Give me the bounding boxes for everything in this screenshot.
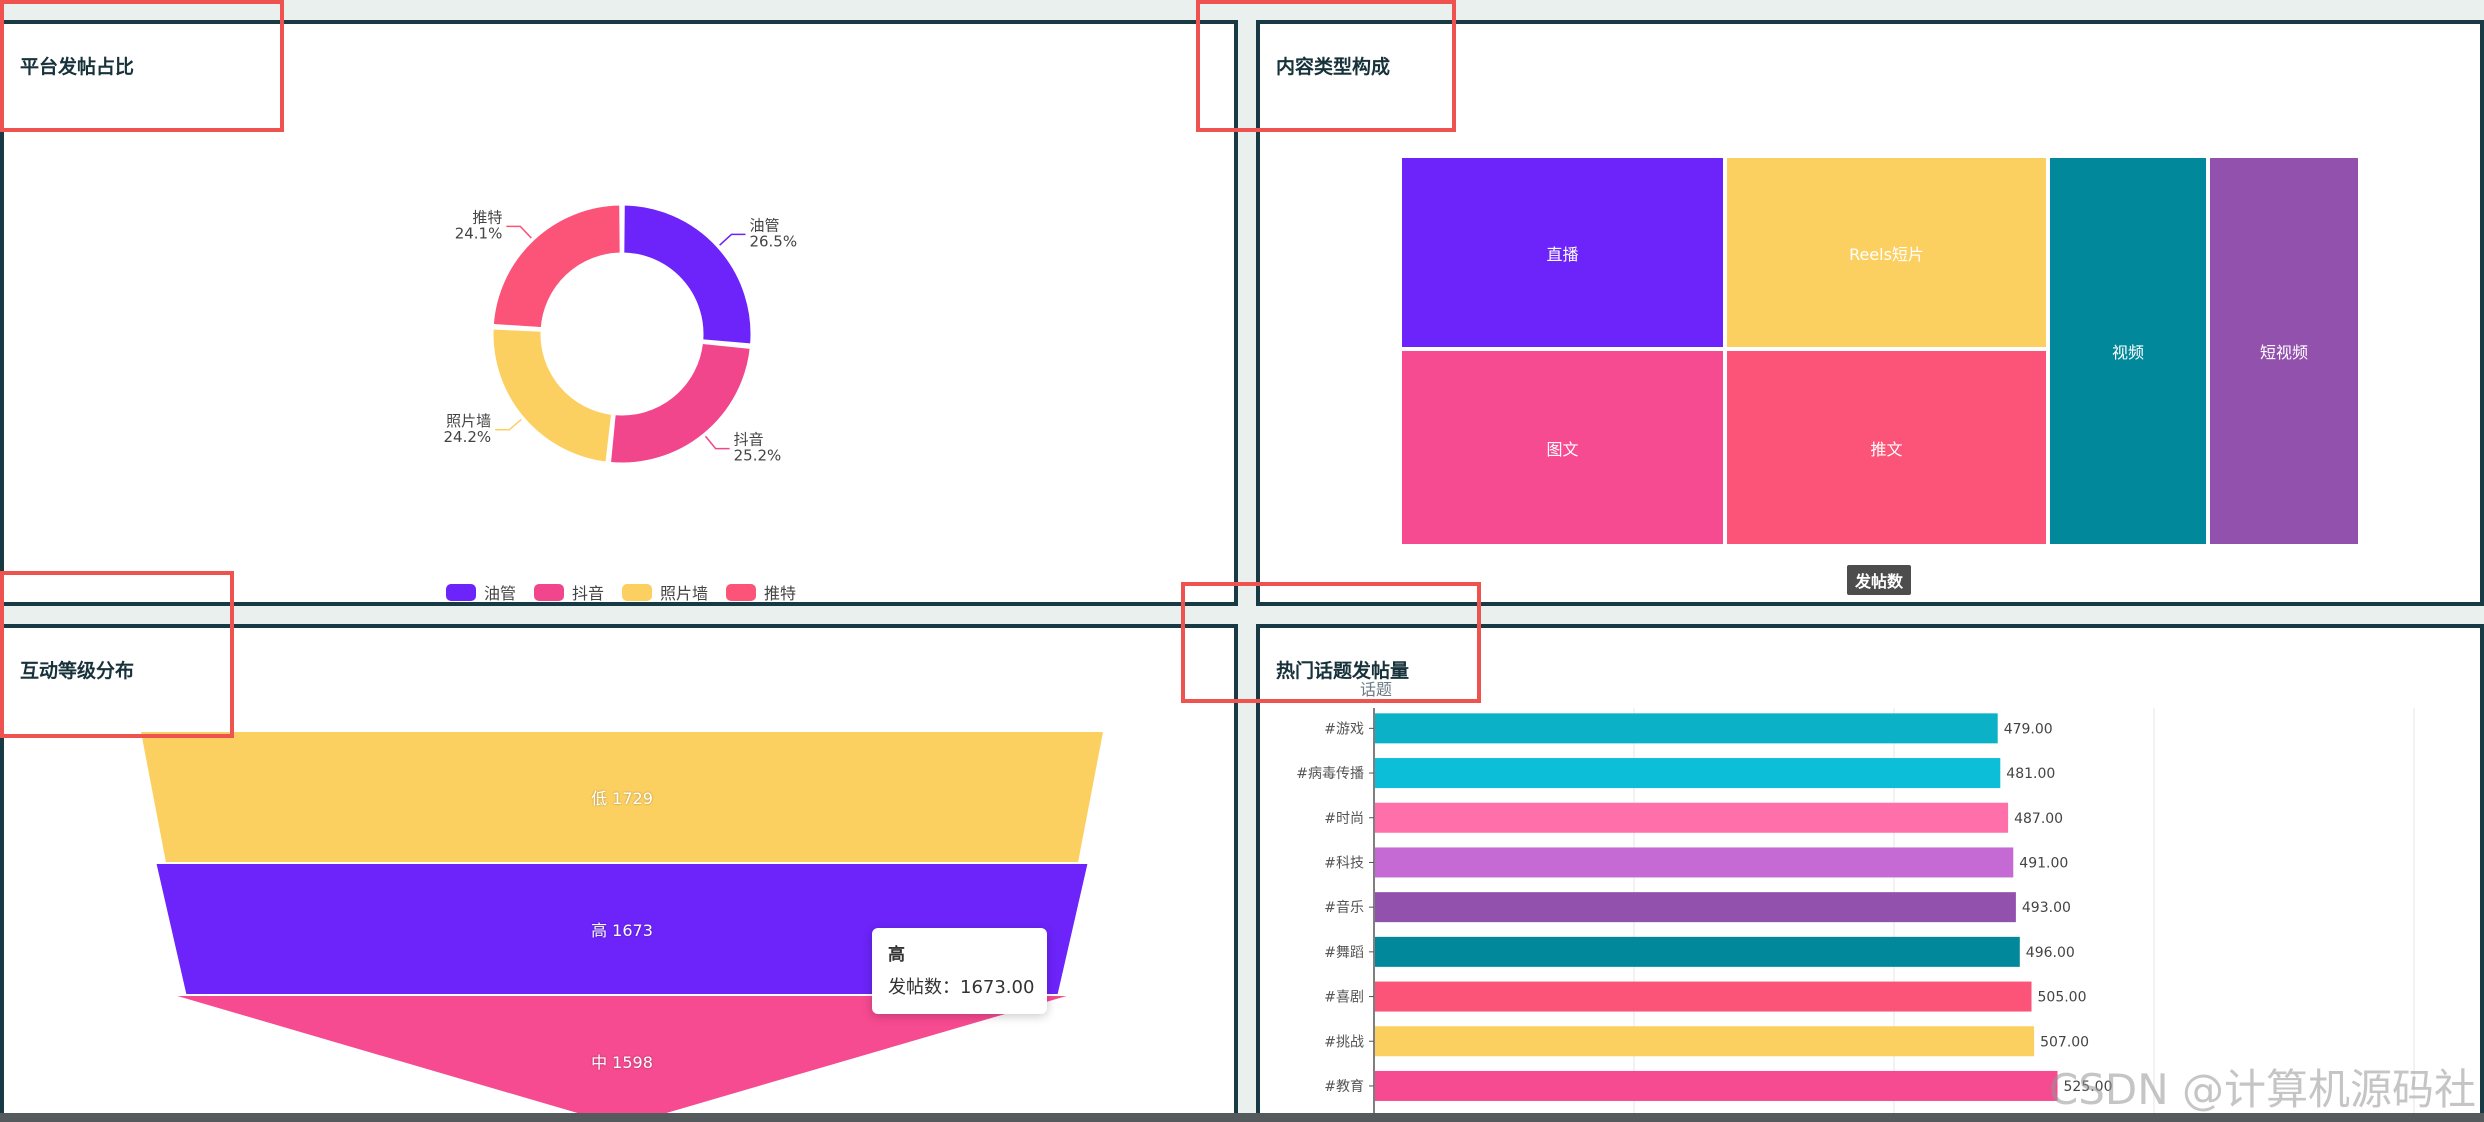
bar[interactable] xyxy=(1375,981,2032,1012)
panel-title-interaction-level: 互动等级分布 xyxy=(20,660,135,682)
pie-label-name: 推特 xyxy=(472,208,502,226)
legend-label: 抖音 xyxy=(572,584,605,603)
pie-label-line xyxy=(495,418,522,431)
bar[interactable] xyxy=(1375,713,1998,744)
legend-item[interactable]: 推特 xyxy=(726,580,797,603)
tooltip-value: 发帖数：1673.00 xyxy=(888,977,1035,998)
pie-label-name: 照片墙 xyxy=(446,412,491,430)
y-tick-label: #舞蹈 xyxy=(1324,945,1364,961)
y-tick-label: #挑战 xyxy=(1324,1034,1364,1050)
pie-label-percent: 26.5% xyxy=(749,232,797,250)
legend-item[interactable]: 抖音 xyxy=(534,580,605,603)
legend-label: 油管 xyxy=(484,584,517,603)
bar[interactable] xyxy=(1375,802,2009,833)
y-tick-label: #喜剧 xyxy=(1324,990,1364,1006)
pie-label-name: 油管 xyxy=(749,216,779,234)
treemap-cell-label: 短视频 xyxy=(2259,343,2308,362)
legend-swatch xyxy=(446,583,476,601)
legend-item[interactable]: 油管 xyxy=(446,580,517,603)
treemap-cell-label: Reels短片 xyxy=(1849,244,1924,264)
bar-value-label: 491.00 xyxy=(2019,855,2068,871)
bar-value-label: 481.00 xyxy=(2006,766,2055,782)
watermark: CSDN @计算机源码社 xyxy=(2048,1065,2476,1114)
legend-swatch xyxy=(534,583,565,601)
bar[interactable] xyxy=(1375,1026,2035,1057)
pie-label-line xyxy=(719,233,746,246)
treemap-cell[interactable]: 直播 xyxy=(1400,156,1725,349)
funnel-segment[interactable] xyxy=(141,732,1103,862)
bar[interactable] xyxy=(1375,847,2014,878)
funnel-tooltip: 高 发帖数：1673.00 xyxy=(872,928,1047,1014)
pie-legend: 油管 抖音 照片墙 推特 xyxy=(446,580,797,603)
funnel-chart xyxy=(141,732,1103,1122)
y-tick-label: #音乐 xyxy=(1324,899,1364,916)
legend-label: 照片墙 xyxy=(660,584,709,603)
pie-label-percent: 25.2% xyxy=(734,447,782,465)
pie-label-line xyxy=(704,435,730,450)
bar-value-label: 479.00 xyxy=(2004,721,2053,737)
bar-value-label: 505.00 xyxy=(2038,990,2087,1006)
funnel-segment[interactable] xyxy=(156,864,1088,994)
bar[interactable] xyxy=(1375,936,2020,967)
bar-value-label: 507.00 xyxy=(2040,1034,2089,1050)
panel-title-hot-topics: 热门话题发帖量 xyxy=(1276,660,1410,682)
legend-item[interactable]: 照片墙 xyxy=(622,580,709,603)
bar[interactable] xyxy=(1375,758,2001,789)
pie-label-name: 抖音 xyxy=(734,431,764,449)
funnel-segment-label: 低 1729 xyxy=(591,789,653,808)
bar[interactable] xyxy=(1375,892,2016,923)
treemap-cell-label: 推文 xyxy=(1870,439,1903,459)
treemap-series-label[interactable]: 发帖数 xyxy=(1847,565,1912,595)
legend-swatch xyxy=(622,583,653,601)
pie-slice[interactable] xyxy=(490,326,615,465)
treemap-cell-label: 视频 xyxy=(2111,343,2144,362)
bar-value-label: 525.00 xyxy=(2064,1079,2113,1095)
y-tick-label: #病毒传播 xyxy=(1296,766,1364,782)
y-tick-label: #游戏 xyxy=(1324,721,1364,737)
bar-y-axis-name: 话题 xyxy=(1360,680,1393,699)
platform-share-panel: 平台发帖占比 油管 26.5% 抖音 25.2% 照片墙 24.2% 推特 24.1% 油管抖… xyxy=(0,20,1238,606)
legend-swatch xyxy=(726,583,757,601)
y-tick-label: #科技 xyxy=(1324,855,1364,871)
pie-label-percent: 24.2% xyxy=(444,428,492,446)
pie-label-percent: 24.1% xyxy=(455,224,503,242)
panel-title-content-type: 内容类型构成 xyxy=(1276,56,1391,78)
legend-label: 推特 xyxy=(764,584,797,603)
panel-title-platform-share: 平台发帖占比 xyxy=(20,56,135,78)
interaction-level-panel: 互动等级分布 低 1729 高 1673 中 1598 xyxy=(0,624,1238,1122)
pie-slice[interactable] xyxy=(621,202,754,347)
bar-value-label: 493.00 xyxy=(2022,900,2071,916)
bar-value-label: 496.00 xyxy=(2026,945,2075,961)
treemap-cell-label: 图文 xyxy=(1546,439,1579,459)
y-tick-label: #教育 xyxy=(1324,1079,1364,1095)
treemap-chart: 直播 Reels短片图文 推文 视频 短视频 xyxy=(1400,156,2360,546)
tooltip-title: 高 xyxy=(888,945,905,965)
pie-slice[interactable] xyxy=(490,202,623,331)
bar[interactable] xyxy=(1375,1070,2058,1101)
treemap-cell-label: 直播 xyxy=(1546,244,1579,264)
hot-topics-panel: 热门话题发帖量 话题 #游戏 479.00 #病毒传播 481.00 #时尚 487.00… xyxy=(1256,624,2484,1122)
funnel-segment-label: 高 1673 xyxy=(591,921,653,940)
bottom-strip xyxy=(0,1113,2484,1122)
bar-chart: #游戏 479.00 #病毒传播 481.00 #时尚 487.00 #科技 491.00 #音… xyxy=(1296,708,2415,1118)
treemap-cell[interactable]: 推文 xyxy=(1725,349,2048,546)
funnel-segment[interactable] xyxy=(177,996,1067,1122)
funnel-segment-label: 中 1598 xyxy=(591,1053,653,1072)
pie-slice[interactable] xyxy=(607,340,753,466)
treemap-cell[interactable]: 图文 xyxy=(1400,349,1725,546)
treemap-cell[interactable]: Reels短片 xyxy=(1725,156,2048,349)
content-type-panel: 内容类型构成 直播 Reels短片图文 推文 视频 短视频 发帖数 xyxy=(1256,20,2484,606)
bar-value-label: 487.00 xyxy=(2014,811,2063,827)
treemap-cell[interactable]: 短视频 xyxy=(2208,156,2360,546)
pie-label-line xyxy=(506,225,532,239)
y-tick-label: #时尚 xyxy=(1324,811,1364,827)
treemap-cell[interactable]: 视频 xyxy=(2048,156,2208,546)
